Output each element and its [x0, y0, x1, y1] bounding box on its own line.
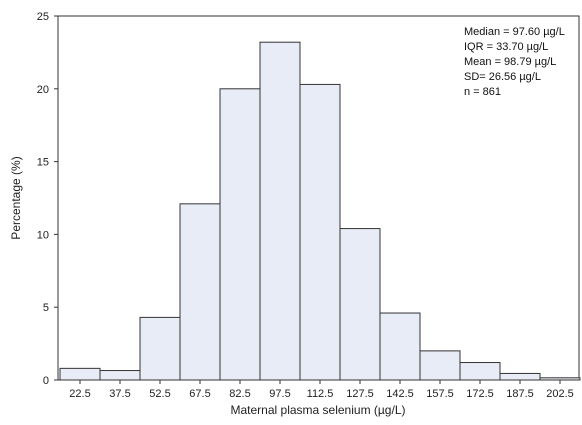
y-tick-label: 10 [37, 229, 49, 241]
bar-97.5 [259, 41, 301, 381]
y-tick-label: 0 [43, 375, 49, 387]
x-tick-label: 127.5 [346, 388, 374, 400]
x-tick-label: 172.5 [466, 388, 494, 400]
bar-112.5 [299, 83, 341, 381]
bar-52.5 [139, 316, 181, 381]
bar-157.5 [419, 350, 461, 381]
bar-202.5 [539, 377, 581, 381]
x-axis-title: Maternal plasma selenium (µg/L) [231, 403, 406, 417]
y-tick-label: 25 [37, 11, 49, 23]
stat-line: IQR = 33.70 µg/L [464, 41, 548, 53]
bar-172.5 [459, 362, 501, 381]
x-tick-label: 187.5 [506, 388, 534, 400]
y-tick-label: 15 [37, 157, 49, 169]
bar-127.5 [339, 228, 381, 381]
stat-line: Mean = 98.79 µg/L [464, 56, 556, 68]
bar-22.5 [59, 367, 101, 381]
x-tick-label: 202.5 [546, 388, 574, 400]
bar-142.5 [379, 312, 421, 381]
y-axis-title: Percentage (%) [9, 156, 23, 239]
x-tick-label: 37.5 [109, 388, 130, 400]
bar-37.5 [99, 370, 141, 381]
y-tick-label: 20 [37, 84, 49, 96]
x-tick-label: 157.5 [426, 388, 454, 400]
y-tick-label: 5 [43, 302, 49, 314]
bar-82.5 [219, 88, 261, 381]
stat-line: SD= 26.56 µg/L [464, 71, 541, 83]
x-axis: 22.5 37.5 52.5 67.5 82.5 97.5 112.5 127.5 142.5 1… [69, 380, 574, 400]
stats-annotation: Median = 97.60 µg/L IQR = 33.70 µg/L Mean … [464, 26, 565, 98]
x-tick-label: 52.5 [149, 388, 170, 400]
x-tick-label: 97.5 [269, 388, 290, 400]
bars-group [59, 41, 581, 381]
stat-line: n = 861 [464, 86, 501, 98]
x-tick-label: 142.5 [386, 388, 414, 400]
y-axis: 0 5 10 15 20 25 [37, 11, 58, 387]
x-tick-label: 22.5 [69, 388, 90, 400]
x-tick-label: 112.5 [307, 388, 334, 400]
bar-187.5 [499, 372, 541, 381]
x-tick-label: 67.5 [189, 388, 210, 400]
stat-line: Median = 97.60 µg/L [464, 26, 565, 38]
x-tick-label: 82.5 [229, 388, 250, 400]
bar-67.5 [179, 203, 221, 381]
